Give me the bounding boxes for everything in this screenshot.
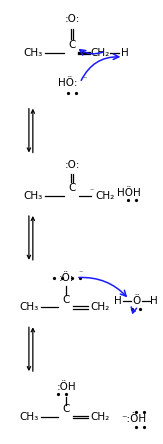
Text: :O:: :O: bbox=[65, 160, 80, 170]
Text: ⁻: ⁻ bbox=[90, 186, 94, 196]
Text: ⁻: ⁻ bbox=[83, 75, 87, 83]
Text: :O:: :O: bbox=[65, 14, 80, 24]
Text: :ÖH: :ÖH bbox=[56, 382, 76, 392]
Text: CH₃: CH₃ bbox=[19, 302, 38, 313]
Text: CH₃: CH₃ bbox=[23, 191, 43, 201]
Text: H: H bbox=[113, 297, 121, 306]
Text: H: H bbox=[121, 48, 129, 58]
Text: H: H bbox=[150, 297, 158, 306]
Text: CH₃: CH₃ bbox=[19, 412, 38, 422]
Text: C: C bbox=[68, 40, 76, 50]
Text: CH₃: CH₃ bbox=[23, 48, 43, 58]
Text: Ö: Ö bbox=[132, 297, 140, 306]
Text: C: C bbox=[63, 294, 70, 305]
Text: C: C bbox=[68, 183, 76, 193]
Text: HÖH: HÖH bbox=[117, 188, 141, 198]
Text: CH₂: CH₂ bbox=[95, 191, 114, 201]
Text: ⁻: ⁻ bbox=[79, 268, 83, 277]
Text: :Ö:: :Ö: bbox=[59, 273, 74, 283]
Text: CH₂: CH₂ bbox=[90, 48, 109, 58]
Text: C: C bbox=[63, 404, 70, 414]
Text: CH₂: CH₂ bbox=[90, 412, 109, 422]
Text: ⁻:ÖH: ⁻:ÖH bbox=[122, 414, 147, 424]
Text: HÖ:: HÖ: bbox=[59, 78, 78, 88]
Text: CH₂: CH₂ bbox=[90, 302, 109, 313]
